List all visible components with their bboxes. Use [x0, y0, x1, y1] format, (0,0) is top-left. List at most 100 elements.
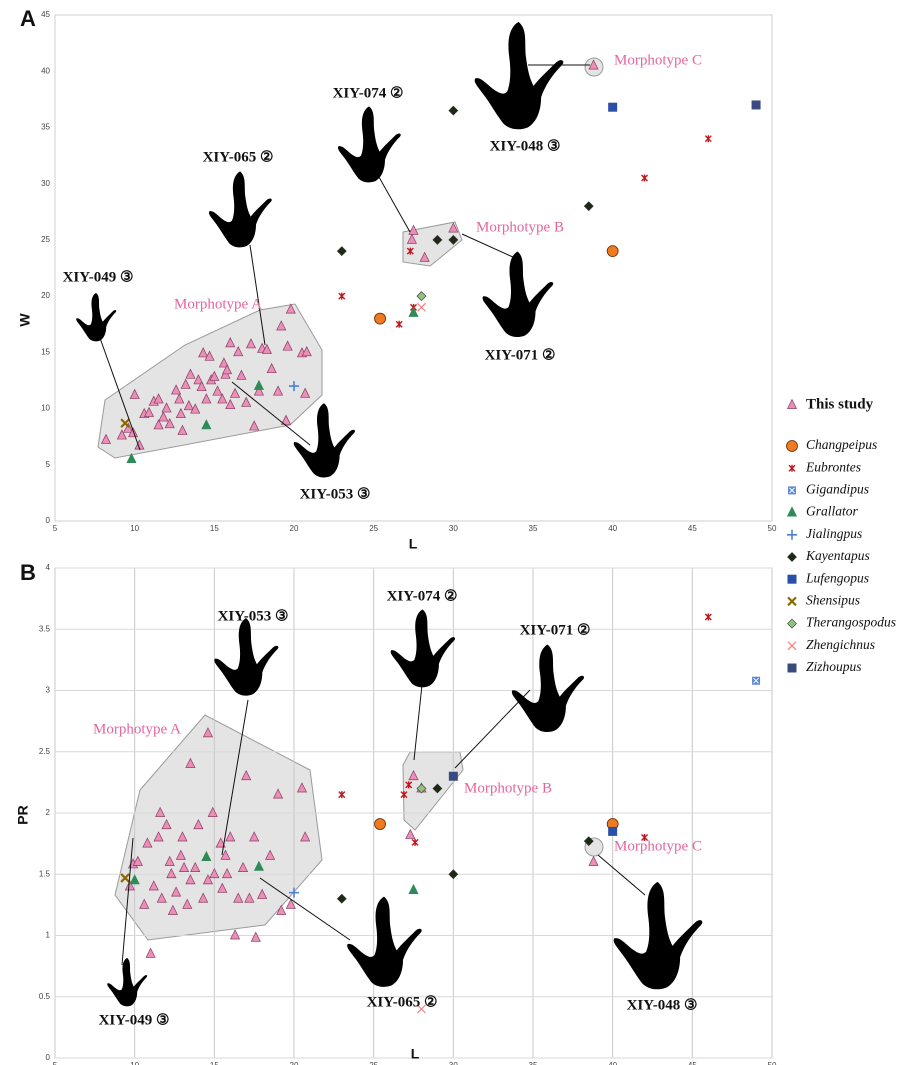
y-tick-label: 1: [46, 931, 51, 940]
footprint-label: XIY-053 ③: [300, 486, 371, 502]
y-tick-label: 15: [41, 347, 50, 356]
y-axis-title: PR: [15, 805, 31, 824]
legend-label: This study: [806, 396, 874, 412]
footprint: [475, 22, 564, 129]
point: [417, 292, 426, 301]
x-tick-label: 20: [290, 524, 299, 533]
y-tick-label: 25: [41, 235, 50, 244]
leader-line: [375, 170, 410, 232]
x-tick-label: 15: [210, 524, 219, 533]
morphotype-label: Morphotype A: [174, 296, 262, 312]
legend-marker: [788, 553, 797, 562]
legend-label: Changpeipus: [806, 437, 877, 452]
y-tick-label: 0: [46, 1053, 51, 1062]
x-tick-label: 30: [449, 524, 458, 533]
x-tick-label: 10: [130, 524, 139, 533]
y-axis-title: W: [17, 313, 33, 327]
footprint: [512, 645, 584, 732]
x-tick-label: 25: [369, 524, 378, 533]
legend-label: Jialingpus: [806, 526, 862, 541]
footprint: [391, 609, 455, 687]
leader-line: [414, 685, 422, 760]
footprint: [338, 106, 401, 182]
y-tick-label: 1.5: [39, 869, 51, 878]
x-axis-title: L: [411, 1046, 420, 1062]
point: [642, 175, 648, 182]
x-tick-label: 50: [768, 524, 777, 533]
y-tick-label: 0.5: [39, 992, 51, 1001]
point: [406, 830, 415, 839]
legend-label: Zizhoupus: [806, 659, 862, 674]
legend-marker: [788, 575, 797, 584]
figure: A B 51015202530354045500510152025: [0, 0, 911, 1065]
morphotype-hull: [403, 752, 463, 830]
point: [705, 135, 711, 142]
morphotype-label: Morphotype B: [476, 219, 564, 235]
y-tick-label: 3: [46, 686, 51, 695]
footprint-label: XIY-074 ②: [333, 85, 404, 101]
legend-marker: [787, 441, 798, 452]
point: [608, 103, 617, 112]
footprint-label: XIY-071 ②: [485, 347, 556, 363]
legend-label: Shensipus: [806, 592, 860, 607]
footprint-label: XIY-048 ③: [490, 138, 561, 154]
point: [412, 839, 418, 846]
footprint-label: XIY-049 ③: [99, 1012, 170, 1028]
footprint-label: XIY-065 ②: [203, 149, 274, 165]
x-tick-label: 45: [688, 524, 697, 533]
y-tick-label: 4: [46, 563, 51, 572]
x-tick-label: 10: [130, 1061, 139, 1065]
legend-label: Lufengopus: [805, 570, 869, 585]
point: [339, 791, 345, 798]
legend-label: Eubrontes: [805, 459, 861, 474]
footprint-label: XIY-048 ③: [627, 997, 698, 1013]
footprint: [294, 403, 355, 477]
morphotype-label: Morphotype C: [614, 838, 702, 854]
footprint-label: XIY-053 ③: [218, 608, 289, 624]
point: [752, 100, 761, 109]
legend-marker: [788, 486, 797, 495]
morphotype-label: Morphotype A: [93, 721, 181, 737]
x-tick-label: 50: [768, 1061, 777, 1065]
legend-label: Kayentapus: [805, 548, 870, 563]
morphotype-label: Morphotype B: [464, 780, 552, 796]
footprint: [76, 293, 116, 341]
morphotype-label: Morphotype C: [614, 52, 702, 68]
x-tick-label: 15: [210, 1061, 219, 1065]
x-tick-label: 40: [608, 524, 617, 533]
point: [584, 202, 593, 211]
legend-label: Therangospodus: [806, 615, 896, 630]
x-tick-label: 20: [290, 1061, 299, 1065]
point: [231, 930, 240, 939]
y-tick-label: 35: [41, 123, 50, 132]
legend-marker: [788, 619, 797, 628]
panel-letter: B: [20, 560, 36, 585]
y-tick-label: 30: [41, 179, 50, 188]
point: [705, 614, 711, 621]
x-tick-label: 35: [529, 524, 538, 533]
point: [417, 303, 425, 311]
y-tick-label: 3.5: [39, 624, 51, 633]
point: [589, 857, 598, 866]
point: [337, 894, 346, 903]
point: [146, 948, 155, 957]
x-tick-label: 35: [529, 1061, 538, 1065]
point: [409, 885, 418, 894]
legend-marker: [788, 664, 797, 673]
panel-letter: A: [20, 6, 36, 31]
legend-label: Zhengichnus: [806, 637, 875, 652]
point: [449, 772, 458, 781]
point: [449, 106, 458, 115]
point: [752, 676, 761, 685]
x-tick-label: 40: [608, 1061, 617, 1065]
leader-line: [598, 855, 645, 895]
x-tick-label: 25: [369, 1061, 378, 1065]
legend-marker: [787, 530, 797, 540]
leader-line: [462, 234, 515, 258]
point: [251, 932, 260, 941]
point: [396, 321, 402, 328]
footprint: [107, 958, 147, 1006]
y-tick-label: 20: [41, 291, 50, 300]
legend-marker: [788, 642, 796, 650]
point: [449, 870, 458, 879]
